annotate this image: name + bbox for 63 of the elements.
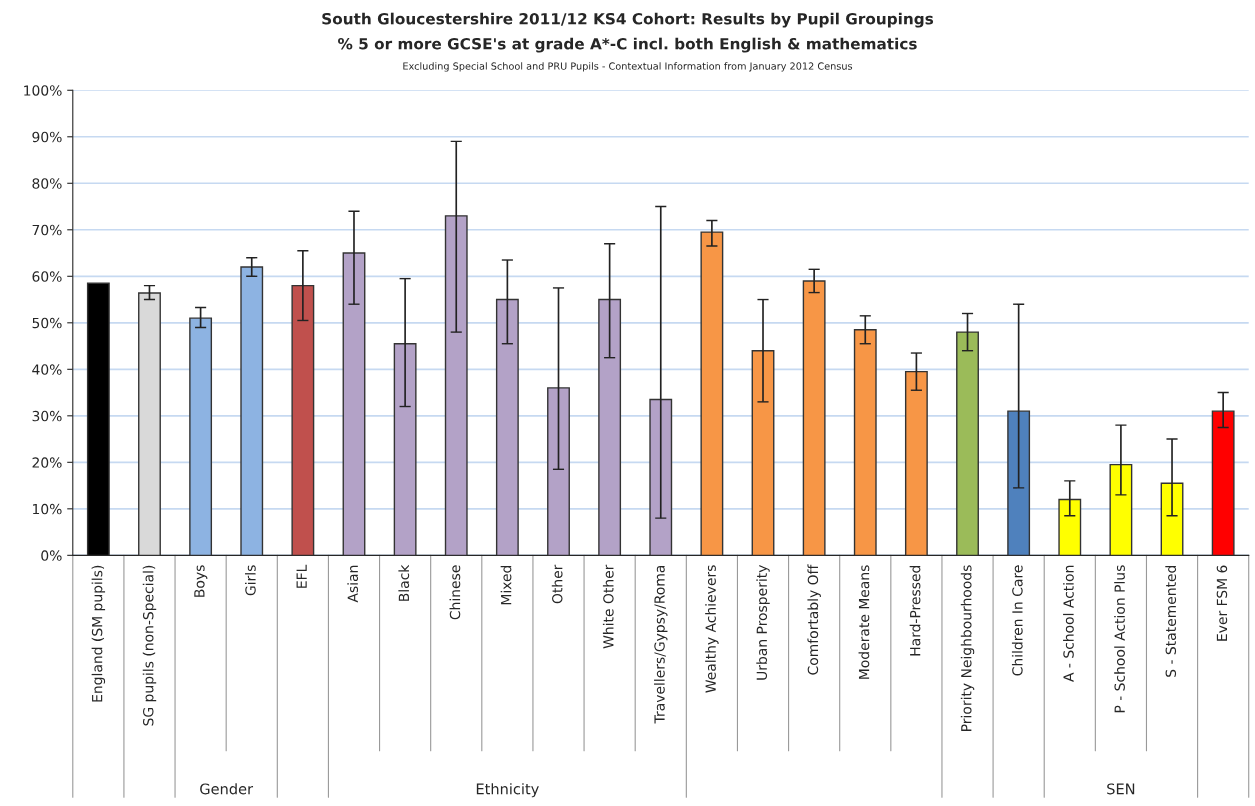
y-tick-label: 40% xyxy=(32,364,62,375)
x-tick-label: Chinese xyxy=(449,565,461,620)
x-tick-label: SG pupils (non-Special) xyxy=(142,565,157,726)
x-tick-label: EFL xyxy=(296,564,307,588)
x-tick-label: S - Statemented xyxy=(1165,565,1177,677)
bar xyxy=(189,317,213,556)
x-tick-label: Travellers/Gypsy/Roma xyxy=(654,565,668,724)
x-tick-label: Girls xyxy=(245,565,256,596)
bar xyxy=(240,266,264,556)
x-tick-label: Black xyxy=(398,564,410,601)
bar xyxy=(547,387,570,556)
chart-subtitle: % 5 or more GCSE's at grade A*-C incl. both English & mathematics xyxy=(338,37,917,53)
y-tick-label: 50% xyxy=(32,317,62,329)
bar xyxy=(291,284,315,556)
bar xyxy=(393,343,417,556)
y-tick-label: 70% xyxy=(32,224,62,236)
bar xyxy=(1160,482,1184,556)
bar xyxy=(649,398,673,556)
text: Gender xyxy=(200,783,254,795)
x-tick-label: Comfortably Off xyxy=(807,564,821,675)
bar xyxy=(598,298,622,556)
x-tick-label: White Other xyxy=(602,564,614,649)
bar xyxy=(138,292,161,556)
x-tick-label: Urban Prosperity xyxy=(756,565,770,680)
bar xyxy=(1211,410,1235,556)
y-tick-label: 0% xyxy=(41,550,62,561)
y-tick-label: 20% xyxy=(32,457,62,468)
bar xyxy=(1058,498,1082,556)
bar xyxy=(444,215,468,556)
bar xyxy=(751,350,775,556)
x-tick-label: Mixed xyxy=(500,565,512,605)
bar xyxy=(86,282,110,556)
x-tick-label: Moderate Means xyxy=(858,565,870,679)
y-tick-label: 60% xyxy=(32,271,62,282)
x-tick-label: A - School Action xyxy=(1063,565,1074,682)
bar xyxy=(1109,463,1133,556)
text: Excluding Special School and PRU Pupils - Contextual Information from January 2012 Census xyxy=(403,62,853,72)
y-tick-label: 10% xyxy=(33,503,62,515)
bar xyxy=(495,298,519,556)
x-tick-label: England (SM pupils) xyxy=(91,565,106,702)
x-tick-label: Asian xyxy=(347,565,359,603)
y-tick-label: 90% xyxy=(32,131,62,143)
x-tick-label: Other xyxy=(551,564,563,604)
bar xyxy=(904,370,928,556)
x-tick-label: P - School Action Plus xyxy=(1114,565,1125,713)
x-tick-label: Boys xyxy=(194,565,208,597)
y-tick-label: 30% xyxy=(32,410,62,422)
x-tick-label: Priority Neighbourhoods xyxy=(960,565,975,731)
bar xyxy=(700,231,724,556)
x-tick-label: Wealthy Achievers xyxy=(705,565,719,693)
bar xyxy=(802,280,826,556)
bar xyxy=(956,331,979,556)
y-tick-label: 100% xyxy=(24,85,62,96)
y-tick-label: 80% xyxy=(32,178,62,189)
text: Ethnicity xyxy=(476,783,539,798)
bar xyxy=(1007,410,1031,556)
x-tick-label: Children In Care xyxy=(1011,565,1023,676)
chart-title: South Gloucestershire 2011/12 KS4 Cohort: Results by Pupil Groupings xyxy=(322,12,934,28)
text: SEN xyxy=(1107,783,1135,795)
bar xyxy=(342,252,366,556)
x-tick-label: Hard-Pressed xyxy=(909,565,921,656)
bar xyxy=(853,329,877,556)
x-tick-label: Ever FSM 6 xyxy=(1216,565,1228,641)
